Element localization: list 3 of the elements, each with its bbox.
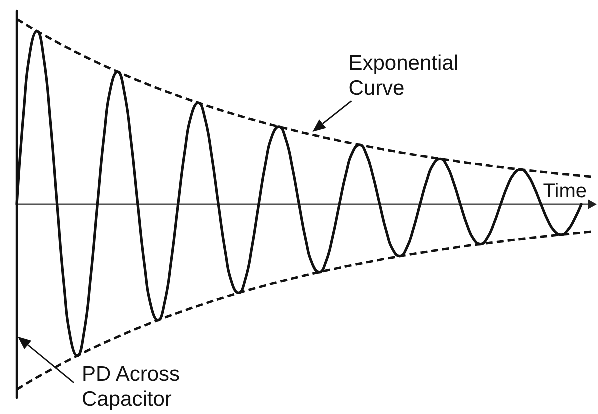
y-axis-title: PD Across Capacitor [82, 362, 182, 412]
annotation: Exponential Curve [348, 51, 460, 102]
x-axis-title: Time [543, 180, 587, 202]
